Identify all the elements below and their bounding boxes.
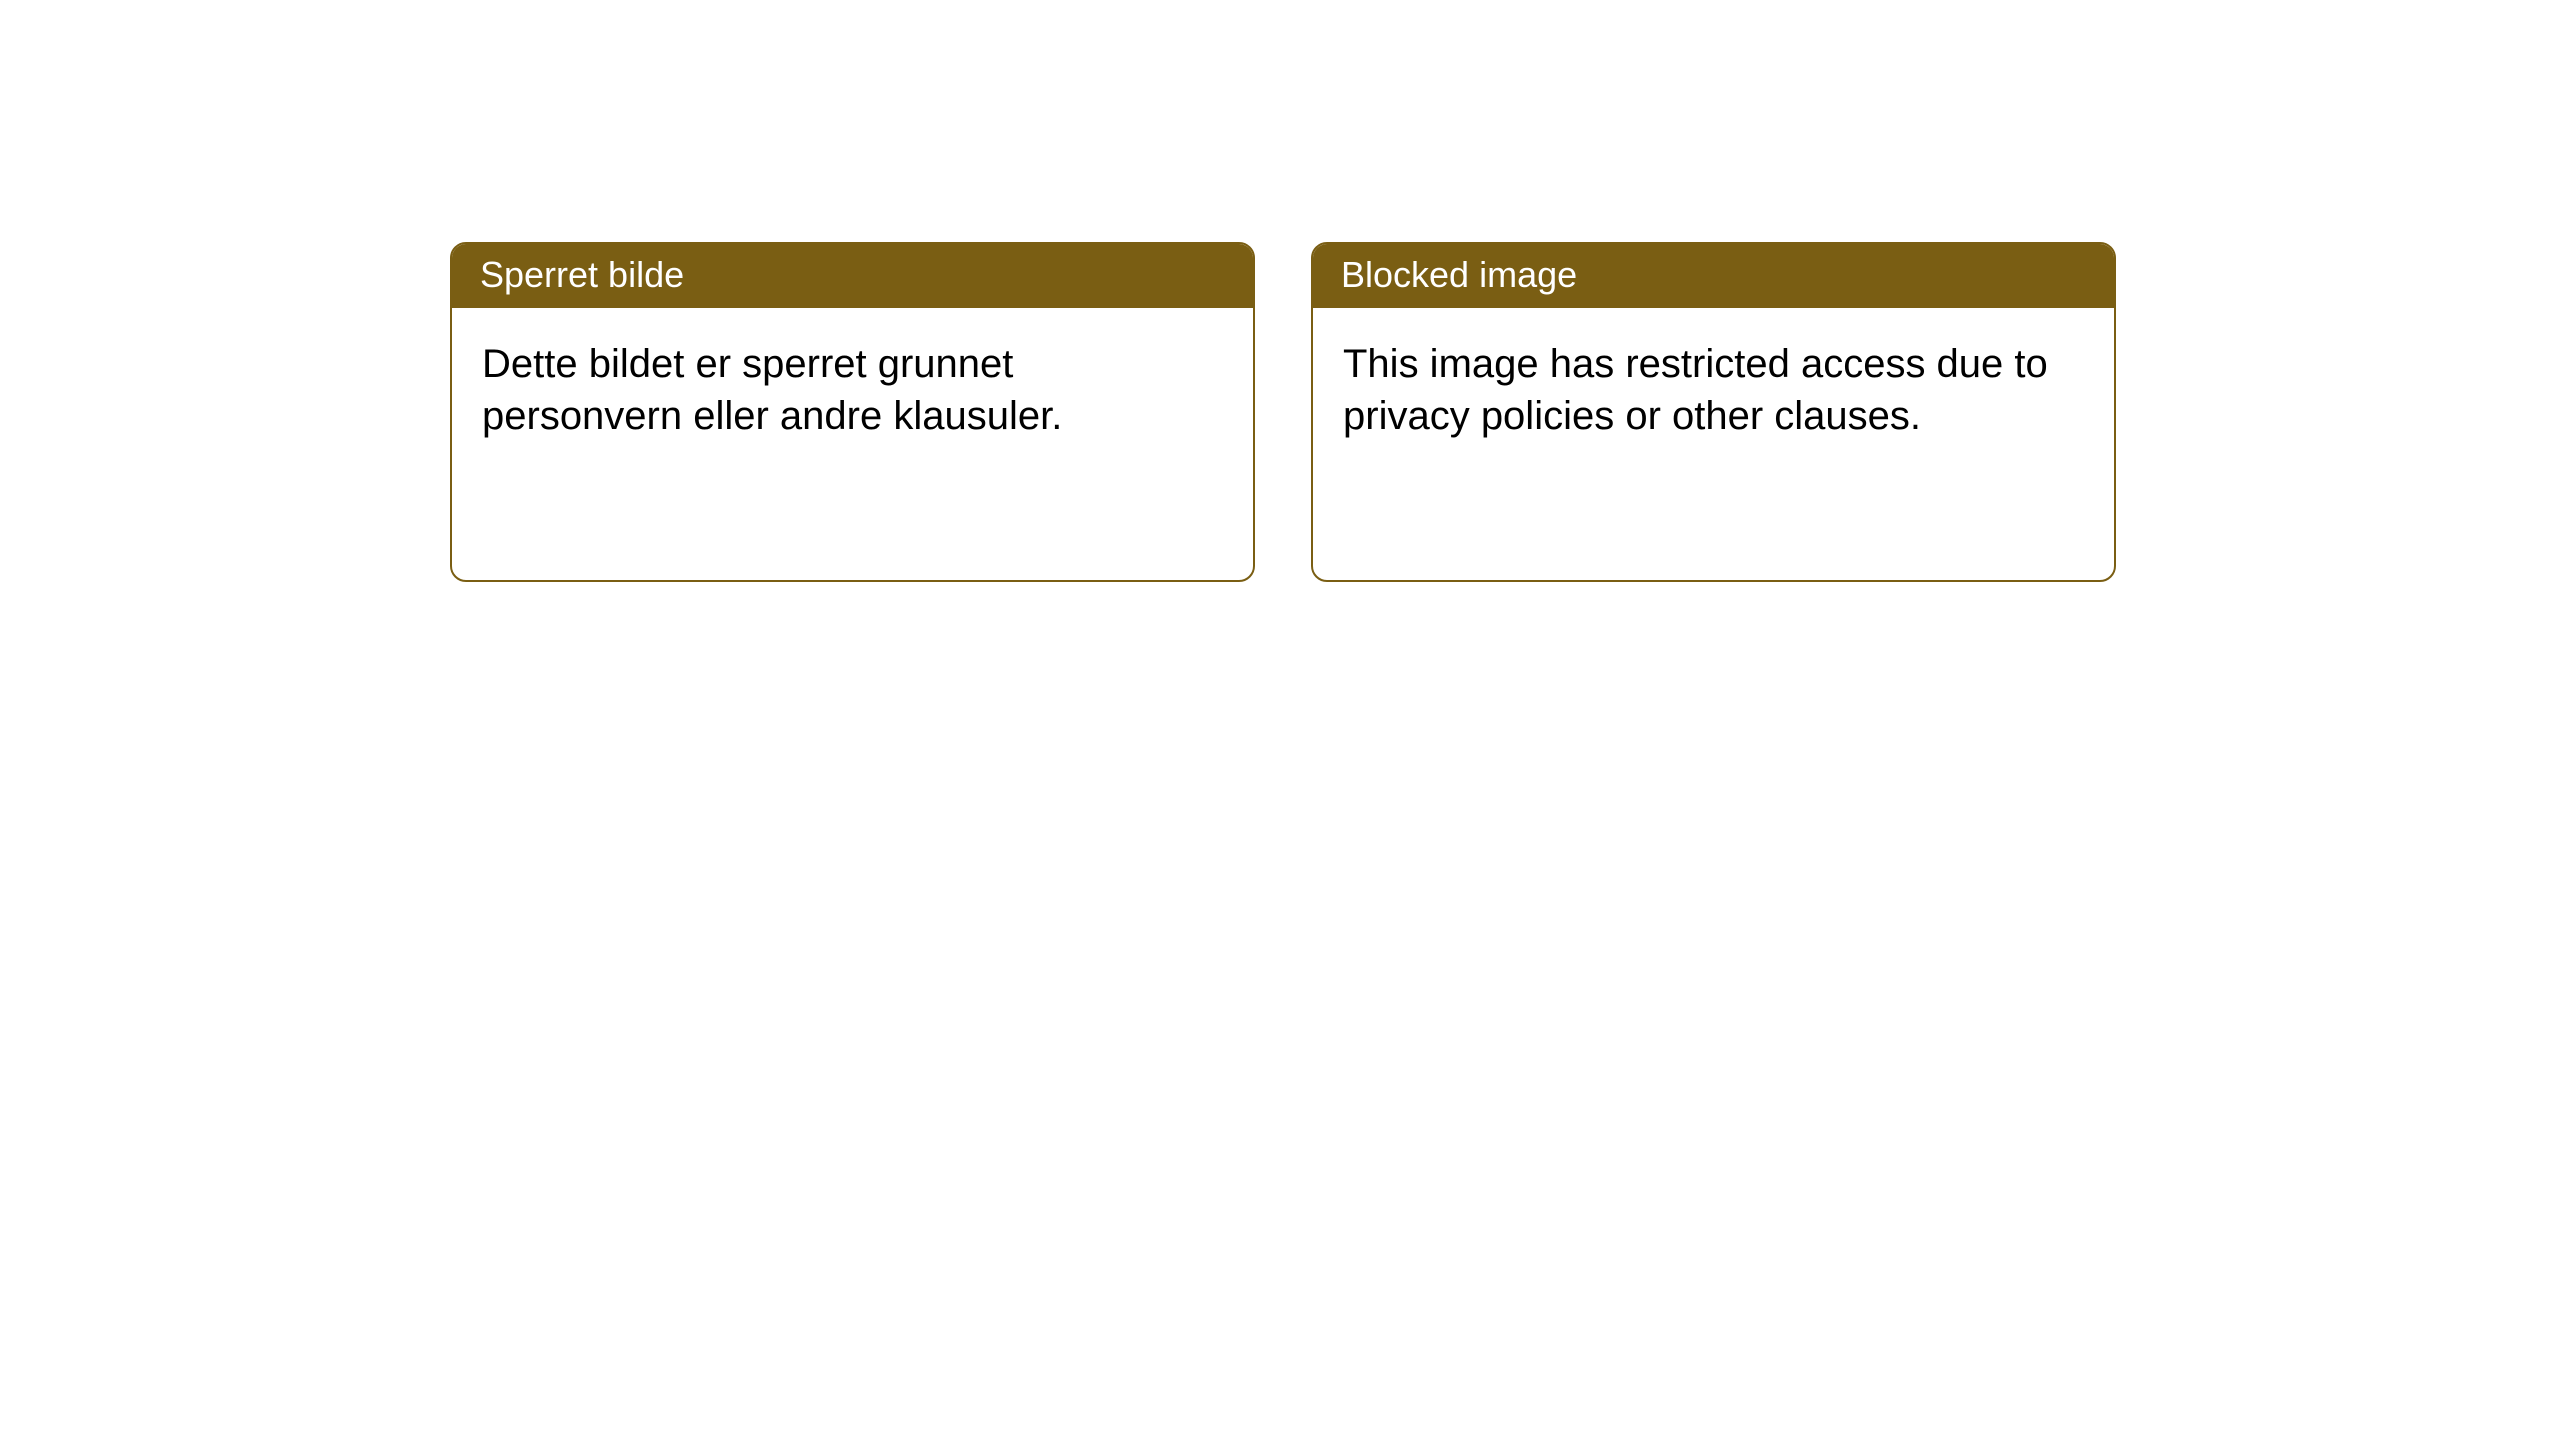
blocked-image-card-no: Sperret bilde Dette bildet er sperret gr…: [450, 242, 1255, 582]
card-body-text: Dette bildet er sperret grunnet personve…: [482, 342, 1062, 438]
card-title: Sperret bilde: [480, 254, 684, 295]
card-body-text: This image has restricted access due to …: [1343, 342, 2048, 438]
card-header: Sperret bilde: [452, 244, 1253, 308]
card-body: This image has restricted access due to …: [1313, 308, 2114, 472]
card-title: Blocked image: [1341, 254, 1577, 295]
blocked-image-card-en: Blocked image This image has restricted …: [1311, 242, 2116, 582]
card-body: Dette bildet er sperret grunnet personve…: [452, 308, 1253, 472]
cards-row: Sperret bilde Dette bildet er sperret gr…: [0, 0, 2560, 582]
card-header: Blocked image: [1313, 244, 2114, 308]
